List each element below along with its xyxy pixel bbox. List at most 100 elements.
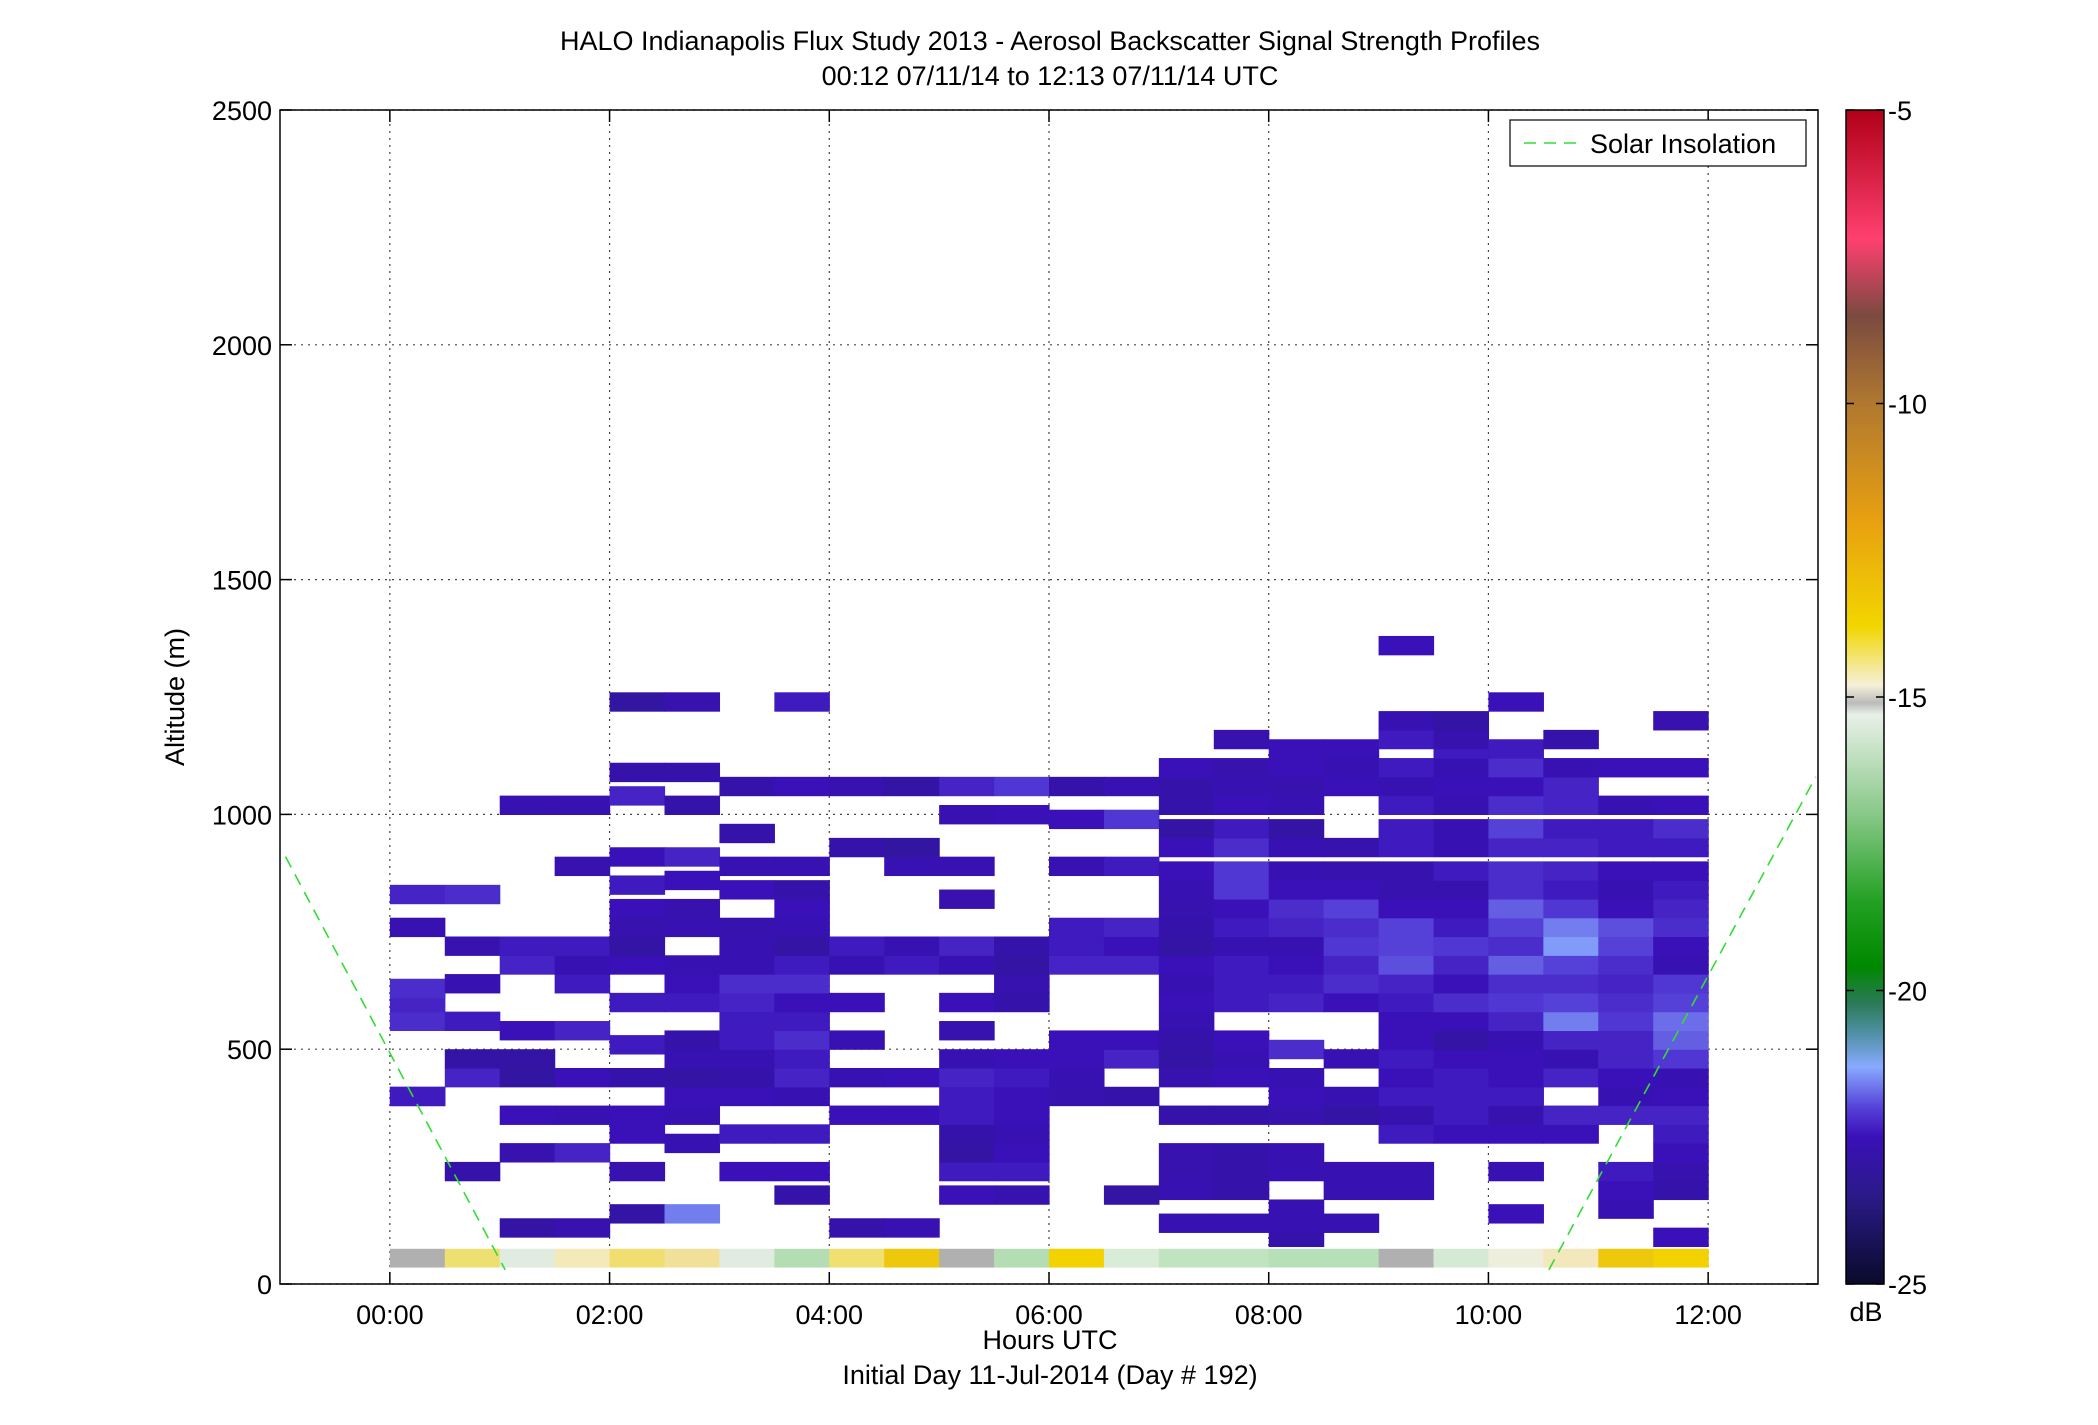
y-tick-label: 1000 [212, 800, 272, 830]
heatmap-cell [1653, 955, 1709, 975]
heatmap-cell [1268, 1161, 1325, 1182]
heatmap-cell [774, 856, 830, 877]
heatmap-cell [1433, 776, 1490, 797]
heatmap-cell [1323, 1213, 1380, 1233]
heatmap-cell [389, 1086, 446, 1107]
heatmap-cell [719, 974, 775, 994]
heatmap-cell [1543, 880, 1599, 900]
heatmap-cell [939, 805, 995, 825]
heatmap-cell [829, 936, 885, 956]
heatmap-cell [829, 1067, 885, 1088]
heatmap-cell [1488, 776, 1544, 797]
legend-box [1509, 119, 1807, 167]
colorbar-ticks: -5 -10 -15 -20 -25 [1846, 96, 1927, 1300]
heatmap-cell [1378, 955, 1435, 975]
heatmap-cell [939, 1161, 995, 1182]
heatmap-cell [1378, 917, 1435, 938]
heatmap-cell [609, 875, 666, 895]
heatmap-cell [1158, 936, 1215, 956]
heatmap-cell [1213, 974, 1270, 994]
heatmap-cell [1378, 992, 1435, 1013]
heatmap-cell [1158, 992, 1215, 1013]
insolation-strip-cell [664, 1248, 721, 1268]
heatmap-cell [1268, 739, 1325, 759]
heatmap-cell [1378, 1030, 1435, 1050]
heatmap-cell [499, 1105, 556, 1125]
heatmap-cell [1598, 861, 1654, 881]
heatmap-cell [1378, 635, 1435, 656]
heatmap-cell [1378, 1011, 1435, 1032]
heatmap-cell [939, 889, 995, 909]
heatmap-cell [554, 856, 611, 877]
x-tick-label: 00:00 [356, 1300, 424, 1330]
heatmap-cell [1378, 898, 1435, 919]
heatmap-cell [1213, 1180, 1270, 1201]
heatmap-cell [1158, 1030, 1215, 1050]
heatmap-cell [499, 1218, 556, 1238]
heatmap-cell [389, 917, 446, 938]
heatmap-cell [1488, 992, 1544, 1013]
heatmap-cell [1378, 1180, 1435, 1201]
insolation-strip-cell [1049, 1248, 1105, 1268]
heatmap-cell [1378, 974, 1435, 994]
heatmap-cell [1268, 992, 1325, 1013]
heatmap-cell [1158, 1011, 1215, 1032]
heatmap-cell [389, 884, 446, 905]
heatmap-cell [664, 1030, 721, 1050]
heatmap-cell [1268, 1086, 1325, 1107]
heatmap-cell [1653, 758, 1709, 778]
heatmap-cell [884, 1067, 940, 1088]
heatmap-cell [664, 692, 721, 712]
heatmap-cell [1049, 1067, 1105, 1088]
solar-insolation-lines [284, 776, 1817, 1271]
heatmap-cell [1268, 955, 1325, 975]
heatmap-cell [1049, 856, 1105, 877]
heatmap-cell [1433, 898, 1490, 919]
heatmap-cell [1268, 936, 1325, 956]
heatmap-cell [1653, 711, 1709, 731]
heatmap-cell [884, 776, 940, 797]
heatmap-cell [1213, 955, 1270, 975]
heatmap-cell [1433, 729, 1490, 750]
heatmap-cell [719, 1067, 775, 1088]
heatmap-cell [1268, 1039, 1325, 1060]
heatmap-cell [1158, 880, 1215, 900]
heatmap-cell [1653, 1143, 1709, 1163]
heatmap-cell [554, 1143, 611, 1163]
heatmap-cell [1653, 936, 1709, 956]
heatmap-cell [499, 795, 556, 815]
heatmap-cell [1653, 880, 1709, 900]
insolation-strip-cell [1103, 1248, 1160, 1268]
heatmap-cell [1378, 711, 1435, 731]
plot-area: 00:00 02:00 04:00 06:00 08:00 10:00 12:00 0 500… [212, 96, 1819, 1330]
heatmap-cell [664, 847, 721, 867]
heatmap-cell [1378, 1161, 1435, 1182]
heatmap-cell [939, 955, 995, 975]
heatmap-cell [1323, 739, 1380, 759]
heatmap-cell [719, 1086, 775, 1107]
heatmap-cell [1378, 729, 1435, 750]
heatmap-cell [774, 955, 830, 975]
heatmap-cell [1378, 880, 1435, 900]
heatmap-cell [664, 974, 721, 994]
heatmap-cell [994, 955, 1050, 975]
heatmap-cell [1598, 1011, 1654, 1032]
y-tick-label: 1500 [212, 566, 272, 596]
heatmap-cell [1433, 974, 1490, 994]
heatmap-cell [994, 805, 1050, 825]
heatmap-cell [939, 992, 995, 1013]
heatmap-cell [1653, 974, 1709, 994]
heatmap-cell [1653, 1105, 1709, 1125]
heatmap-cell [939, 1143, 995, 1163]
heatmap-cell [1268, 1143, 1325, 1163]
heatmap-cell [994, 1161, 1050, 1182]
heatmap-cell [1488, 1105, 1544, 1125]
heatmap-cell [1598, 1049, 1654, 1069]
heatmap-cell [1543, 1049, 1599, 1069]
y-tick-label: 2500 [212, 96, 272, 126]
heatmap-cell [774, 1161, 830, 1182]
heatmap-cell [1049, 955, 1105, 975]
heatmap-cell [1433, 1086, 1490, 1107]
heatmap-cell [829, 776, 885, 797]
